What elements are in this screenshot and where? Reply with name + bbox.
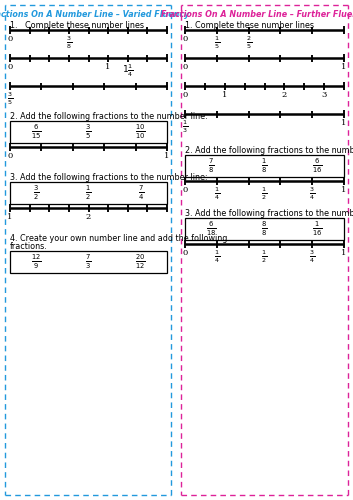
Text: $\frac{2}{5}$: $\frac{2}{5}$: [246, 34, 252, 50]
Text: 1.   Complete these number lines: 1. Complete these number lines: [10, 21, 144, 30]
Text: 0: 0: [183, 35, 188, 43]
Text: $\frac{7}{3}$: $\frac{7}{3}$: [85, 253, 92, 271]
Text: 1: 1: [341, 186, 347, 194]
Text: 0: 0: [183, 249, 188, 257]
Text: 3. Add the following fractions to the number line:: 3. Add the following fractions to the nu…: [185, 209, 353, 218]
Text: $\frac{8}{8}$: $\frac{8}{8}$: [261, 220, 268, 238]
Text: 0: 0: [7, 152, 13, 160]
Text: Fractions On A Number Line – Further Fluency: Fractions On A Number Line – Further Flu…: [161, 10, 353, 19]
Text: Fractions On A Number Line – Varied Fluency: Fractions On A Number Line – Varied Flue…: [0, 10, 190, 19]
Text: $\frac{7}{8}$: $\frac{7}{8}$: [208, 157, 215, 175]
Text: 1: 1: [7, 213, 13, 221]
Text: 2: 2: [282, 91, 287, 99]
Text: $\frac{20}{12}$: $\frac{20}{12}$: [136, 253, 146, 271]
Text: $\frac{6}{16}$: $\frac{6}{16}$: [312, 157, 323, 175]
Text: $\frac{1}{16}$: $\frac{1}{16}$: [312, 220, 323, 238]
Text: $\frac{3}{5}$: $\frac{3}{5}$: [7, 90, 13, 106]
Text: 1: 1: [341, 63, 347, 71]
Text: 3: 3: [322, 91, 327, 99]
Text: $\frac{1}{4}$: $\frac{1}{4}$: [214, 248, 220, 264]
Text: $\frac{1}{2}$: $\frac{1}{2}$: [262, 248, 268, 264]
Text: $\frac{3}{8}$: $\frac{3}{8}$: [66, 34, 72, 50]
Text: $\frac{1}{3}$: $\frac{1}{3}$: [182, 118, 188, 134]
Text: $\frac{3}{4}$: $\frac{3}{4}$: [309, 248, 315, 264]
Text: 2. Add the following fractions to the number line:: 2. Add the following fractions to the nu…: [185, 146, 353, 155]
Text: $\frac{3}{4}$: $\frac{3}{4}$: [309, 185, 315, 202]
Text: 0: 0: [7, 35, 13, 43]
Bar: [10, 182, 167, 204]
Text: $\frac{6}{18}$: $\frac{6}{18}$: [206, 220, 217, 238]
Text: $\frac{1}{2}$: $\frac{1}{2}$: [85, 184, 92, 202]
Text: 1: 1: [341, 249, 347, 257]
Text: $\frac{3}{5}$: $\frac{3}{5}$: [85, 123, 92, 141]
Text: $\frac{10}{10}$: $\frac{10}{10}$: [136, 123, 146, 141]
Bar: [185, 155, 344, 177]
Text: $\frac{1}{2}$: $\frac{1}{2}$: [262, 185, 268, 202]
Text: 1: 1: [222, 91, 227, 99]
Text: $\frac{1}{5}$: $\frac{1}{5}$: [214, 34, 220, 50]
Bar: [10, 251, 167, 273]
Bar: [10, 121, 167, 143]
Text: 1. Complete these number lines: 1. Complete these number lines: [185, 21, 314, 30]
Text: 4. Create your own number line and add the following: 4. Create your own number line and add t…: [10, 234, 227, 243]
Text: 1: 1: [341, 119, 347, 127]
Text: 0: 0: [183, 91, 188, 99]
Text: $\frac{7}{4}$: $\frac{7}{4}$: [138, 184, 144, 202]
Text: 0: 0: [183, 186, 188, 194]
Text: fractions.: fractions.: [10, 242, 48, 251]
Text: $\frac{6}{15}$: $\frac{6}{15}$: [31, 123, 42, 141]
Text: 2. Add the following fractions to the number line:: 2. Add the following fractions to the nu…: [10, 112, 208, 121]
Text: $\frac{1}{8}$: $\frac{1}{8}$: [261, 157, 268, 175]
Text: $\frac{3}{2}$: $\frac{3}{2}$: [33, 184, 39, 202]
Text: 1: 1: [164, 152, 170, 160]
Text: $1\frac{1}{4}$: $1\frac{1}{4}$: [122, 62, 134, 78]
Bar: [185, 218, 344, 240]
Text: 3. Add the following fractions to the number line:: 3. Add the following fractions to the nu…: [10, 173, 208, 182]
Text: $\frac{12}{9}$: $\frac{12}{9}$: [31, 253, 42, 271]
Text: 0: 0: [7, 63, 13, 71]
Text: 0: 0: [183, 63, 188, 71]
Text: 2: 2: [86, 213, 91, 221]
Text: 1: 1: [106, 63, 111, 71]
Text: $\frac{1}{4}$: $\frac{1}{4}$: [214, 185, 220, 202]
